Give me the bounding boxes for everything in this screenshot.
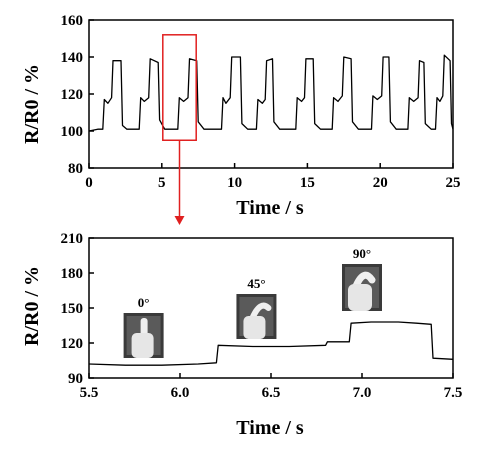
- chart-bottom-zoomed-response: 5.5 6.0 6.5 7.0 7.5 90 120 150 180 210 0° 45° 90° T…: [21, 231, 462, 439]
- chart-bottom-annotations: 0° 45° 90°: [123, 246, 382, 358]
- hand-photo-1: [236, 294, 277, 339]
- chart-bottom-x-tick-label: 7.5: [444, 385, 463, 401]
- chart-top-x-tick-label: 0: [85, 175, 93, 191]
- hand-palm-shape: [243, 316, 266, 339]
- chart-top-series-group: [88, 54, 454, 132]
- chart-top-x-tick-label: 5: [158, 175, 166, 191]
- chart-top-x-axis-title: Time / s: [236, 197, 304, 219]
- chart-bottom-series-group: [88, 321, 454, 366]
- hand-finger-shape: [249, 302, 272, 321]
- chart-top-x-tick-label: 15: [300, 175, 315, 191]
- chart-bottom-x-tick-label: 6.0: [171, 385, 190, 401]
- angle-label-2: 90°: [353, 246, 371, 261]
- chart-bottom-y-axis-title: R/R0 / %: [21, 266, 43, 346]
- chart-top-highlight-group: [162, 34, 197, 225]
- chart-bottom-y-tick-label: 150: [61, 301, 84, 317]
- angle-label-1: 45°: [247, 276, 265, 291]
- chart-bottom-y-tick-label: 180: [61, 266, 84, 282]
- chart-bottom-y-tick-label: 90: [68, 371, 83, 387]
- chart-top-y-tick-label: 100: [61, 124, 84, 140]
- hand-photo-2: [342, 264, 382, 311]
- hand-finger-shape: [352, 271, 376, 290]
- chart-top-ticks: 0 5 10 15 20 25 80 100 120 140 160: [61, 13, 461, 191]
- chart-top-y-tick-label: 120: [61, 87, 84, 103]
- chart-bottom-y-tick-label: 120: [61, 336, 84, 352]
- chart-top-x-tick-label: 10: [227, 175, 242, 191]
- chart-top-y-tick-label: 160: [61, 13, 84, 29]
- chart-top-y-axis-title: R/R0 / %: [21, 64, 43, 144]
- chart-bottom-ticks: 5.5 6.0 6.5 7.0 7.5 90 120 150 180 210: [61, 231, 463, 401]
- chart-top-y-tick-label: 140: [61, 50, 84, 66]
- chart-top-cyclic-response: 0 5 10 15 20 25 80 100 120 140 160 Time / s R/R0 /…: [21, 13, 461, 225]
- zoom-highlight-box: [162, 34, 197, 141]
- chart-bottom-x-tick-label: 7.0: [353, 385, 372, 401]
- chart-bottom-x-tick-label: 6.5: [262, 385, 281, 401]
- chart-bottom-x-tick-label: 5.5: [80, 385, 99, 401]
- hand-palm-shape: [348, 284, 372, 311]
- chart-bottom-x-axis-title: Time / s: [236, 417, 304, 439]
- chart-bottom-y-tick-label: 210: [61, 231, 84, 247]
- zoom-arrow-head: [174, 216, 185, 225]
- chart-top-plot-frame: [88, 19, 454, 169]
- chart-top-x-tick-label: 20: [373, 175, 388, 191]
- hand-palm-shape: [131, 333, 154, 358]
- hand-photo-0: [123, 313, 164, 358]
- chart-top-x-tick-label: 25: [446, 175, 461, 191]
- angle-label-0: 0°: [138, 295, 150, 310]
- chart-top-y-tick-label: 80: [68, 161, 83, 177]
- chart-bottom-series-line: [88, 321, 454, 366]
- chart-top-series-line: [88, 54, 454, 132]
